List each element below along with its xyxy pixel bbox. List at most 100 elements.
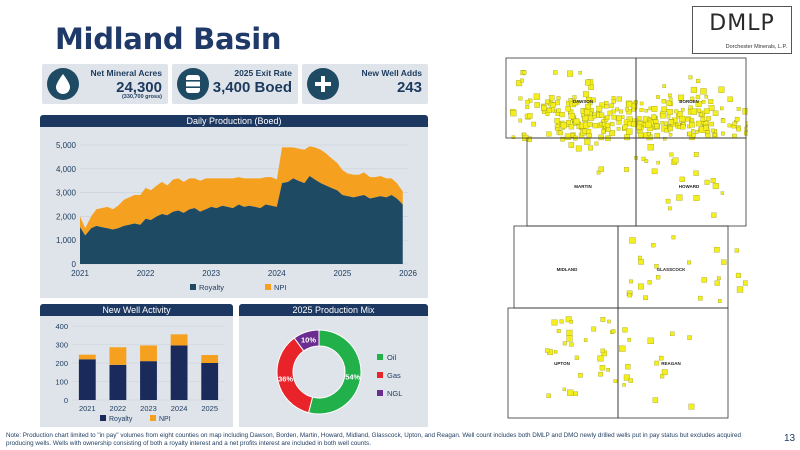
- slice-label: 36%: [278, 374, 293, 383]
- legend-swatch: [100, 415, 106, 421]
- bar-segment: [78, 359, 96, 400]
- legend-label: Gas: [387, 371, 401, 380]
- parcel: [619, 109, 623, 114]
- parcel: [565, 316, 572, 323]
- parcel: [671, 235, 676, 240]
- legend-swatch: [265, 284, 271, 290]
- page-title: Midland Basin: [55, 22, 282, 56]
- pie-slice: [293, 329, 320, 352]
- parcel: [693, 170, 699, 176]
- parcel: [668, 119, 674, 125]
- parcel: [531, 121, 536, 127]
- parcel: [690, 96, 695, 101]
- parcel: [677, 94, 684, 101]
- bar-segment: [201, 355, 219, 363]
- parcel: [551, 319, 558, 326]
- parcel: [599, 365, 606, 371]
- parcel: [622, 327, 628, 333]
- parcel: [661, 106, 668, 113]
- parcel: [616, 115, 622, 121]
- parcel: [626, 101, 633, 108]
- y-tick-label: 3,000: [56, 189, 77, 198]
- parcel: [573, 391, 579, 396]
- parcel: [709, 121, 714, 127]
- parcel: [568, 98, 573, 102]
- parcel: [554, 118, 560, 124]
- parcel: [556, 108, 561, 113]
- parcel: [651, 168, 658, 175]
- parcel: [706, 116, 711, 121]
- parcel: [732, 133, 737, 139]
- parcel: [639, 107, 644, 112]
- bar-segment: [140, 345, 157, 362]
- parcel: [665, 198, 671, 204]
- bar-segment: [78, 354, 96, 360]
- x-tick-label: 2024: [268, 269, 286, 278]
- new-well-activity-panel: New Well Activity 0 100 200 300 400 2021 2022 2…: [40, 304, 233, 427]
- parcel: [627, 337, 632, 342]
- parcel: [599, 112, 605, 118]
- parcel: [712, 183, 719, 190]
- parcel: [592, 114, 597, 119]
- parcel: [701, 277, 707, 283]
- parcel: [710, 128, 715, 133]
- parcel: [681, 107, 685, 112]
- parcel: [643, 295, 648, 301]
- y-tick-label: 4,000: [56, 165, 77, 174]
- parcel: [687, 131, 692, 137]
- parcel: [599, 122, 603, 127]
- parcel: [651, 114, 657, 120]
- y-tick-label: 0: [64, 396, 68, 405]
- parcel: [720, 131, 725, 136]
- parcel: [696, 120, 702, 127]
- parcel: [638, 255, 642, 260]
- bar-segment: [109, 347, 127, 365]
- pie-slice: [307, 329, 362, 415]
- parcel: [690, 86, 697, 94]
- slice-label: 54%: [345, 372, 360, 381]
- parcel: [600, 316, 606, 322]
- parcel: [708, 105, 715, 111]
- parcel: [700, 88, 707, 95]
- parcel: [610, 121, 615, 127]
- parcel: [698, 295, 703, 301]
- parcel: [607, 110, 613, 116]
- logo-subtitle: Dorchester Minerals, L.P.: [725, 44, 787, 50]
- parcel: [592, 123, 598, 129]
- parcel: [609, 103, 614, 109]
- parcel: [735, 272, 741, 278]
- parcel: [611, 109, 616, 114]
- parcel: [679, 176, 685, 182]
- parcel: [601, 119, 605, 123]
- parcel: [564, 133, 572, 140]
- parcel: [569, 342, 574, 347]
- legend-swatch: [377, 354, 383, 360]
- parcel: [555, 127, 560, 131]
- parcel: [518, 118, 523, 123]
- parcel: [622, 383, 626, 387]
- production-mix-panel: 2025 Production Mix 54% 36% 10% Oil Gas NGL: [239, 304, 428, 427]
- parcel: [607, 319, 611, 324]
- parcel: [533, 93, 541, 100]
- parcel: [720, 191, 725, 195]
- parcel: [674, 109, 679, 114]
- parcel: [616, 96, 622, 102]
- parcel: [687, 260, 691, 265]
- parcel: [560, 122, 567, 129]
- parcel: [690, 108, 697, 115]
- parcel: [586, 133, 592, 139]
- parcel: [667, 206, 672, 211]
- parcel: [623, 374, 630, 381]
- plus-icon: [307, 68, 339, 100]
- chart-title: New Well Activity: [40, 304, 233, 316]
- parcel: [714, 246, 720, 253]
- parcel: [742, 108, 748, 115]
- parcel: [568, 123, 575, 130]
- parcel: [566, 335, 573, 342]
- parcel: [553, 350, 558, 354]
- parcel: [566, 329, 573, 336]
- parcel: [732, 121, 737, 126]
- legend-label: NGL: [387, 389, 402, 398]
- kpi-note: (330,700 gross): [121, 94, 162, 100]
- kpi-label: 2025 Exit Rate: [234, 68, 292, 78]
